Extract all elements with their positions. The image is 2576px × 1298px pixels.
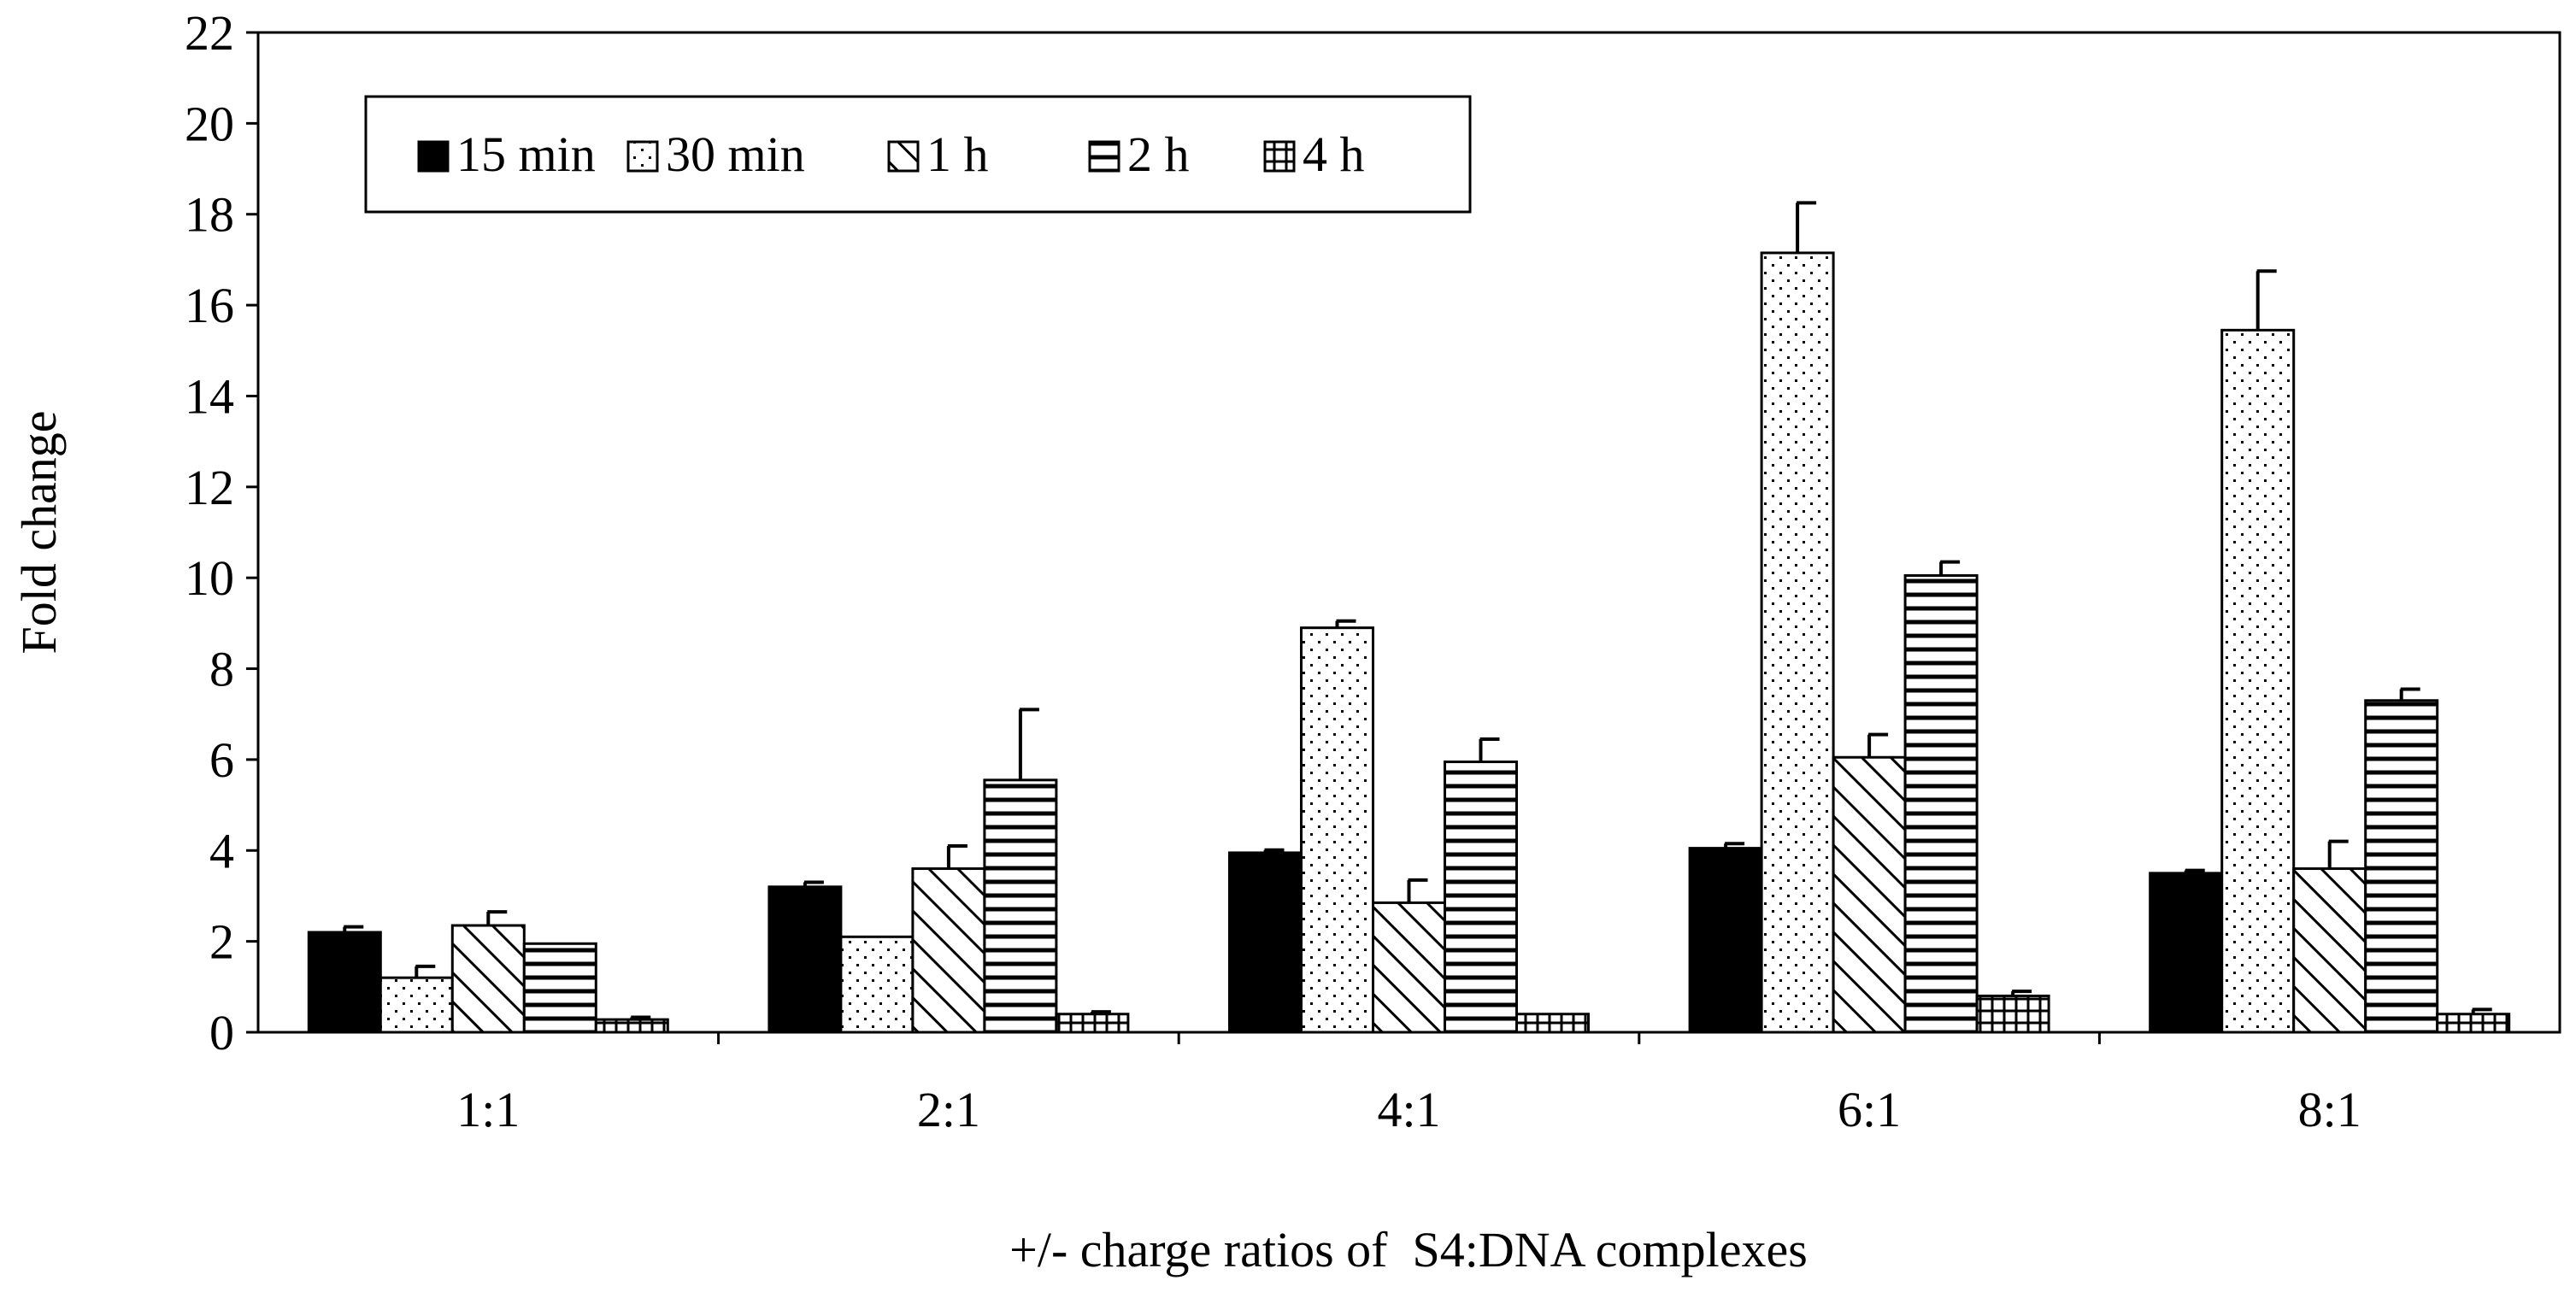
legend-label: 15 min bbox=[456, 126, 596, 182]
legend-label: 4 h bbox=[1303, 126, 1365, 182]
legend: 15 min 30 min 1 h 2 h 4 h bbox=[364, 95, 1472, 214]
bar-2-h-4:1 bbox=[1444, 761, 1518, 1034]
bar-4-h-8:1 bbox=[2436, 1013, 2511, 1034]
legend-label: 2 h bbox=[1127, 126, 1190, 182]
x-tick-label: 6:1 bbox=[1838, 1082, 1901, 1137]
x-tick-label: 4:1 bbox=[1377, 1082, 1440, 1137]
legend-swatch bbox=[887, 140, 920, 173]
y-axis: 0 2 4 6 8 10 12 14 16 18 20 22 bbox=[185, 5, 258, 1060]
bar-15-min-4:1 bbox=[1228, 851, 1303, 1034]
x-axis-title: +/- charge ratios of S4:DNA complexes bbox=[1009, 1222, 1808, 1277]
y-tick-label: 6 bbox=[209, 732, 234, 788]
bar-1-h-8:1 bbox=[2292, 867, 2367, 1034]
legend-swatch bbox=[626, 140, 659, 173]
x-tick-label: 8:1 bbox=[2298, 1082, 2361, 1137]
bar-4-h-4:1 bbox=[1515, 1013, 1590, 1034]
y-tick-label: 4 bbox=[209, 823, 234, 878]
y-tick-label: 12 bbox=[185, 460, 234, 515]
y-tick-label: 16 bbox=[185, 278, 234, 333]
bar-30-min-1:1 bbox=[379, 976, 454, 1034]
y-tick-label: 2 bbox=[209, 914, 234, 970]
bar-2-h-8:1 bbox=[2364, 699, 2439, 1034]
bar-4-h-6:1 bbox=[1975, 994, 2050, 1034]
y-tick-label: 14 bbox=[185, 368, 234, 424]
y-tick-label: 20 bbox=[185, 96, 234, 151]
legend-swatch bbox=[1263, 140, 1296, 173]
bar-1-h-6:1 bbox=[1832, 755, 1907, 1034]
bar-2-h-6:1 bbox=[1903, 574, 1979, 1034]
bar-30-min-4:1 bbox=[1300, 626, 1374, 1034]
bar-15-min-1:1 bbox=[307, 931, 382, 1034]
y-tick-label: 22 bbox=[185, 5, 234, 61]
bar-30-min-8:1 bbox=[2220, 328, 2296, 1034]
bar-2-h-2:1 bbox=[983, 778, 1058, 1034]
bar-2-h-1:1 bbox=[522, 942, 597, 1034]
y-tick-label: 18 bbox=[185, 187, 234, 243]
x-axis: 1:1 2:1 4:1 6:1 8:1 bbox=[456, 1032, 2361, 1137]
bar-30-min-2:1 bbox=[839, 935, 915, 1034]
bar-15-min-6:1 bbox=[1688, 847, 1763, 1034]
bar-15-min-8:1 bbox=[2149, 872, 2224, 1034]
error-bars bbox=[343, 201, 2492, 1020]
bar-1-h-1:1 bbox=[450, 924, 526, 1034]
bar-30-min-6:1 bbox=[1760, 251, 1835, 1034]
legend-swatch bbox=[1088, 140, 1120, 173]
legend-label: 30 min bbox=[666, 126, 805, 182]
x-tick-label: 2:1 bbox=[917, 1082, 980, 1137]
y-tick-label: 8 bbox=[209, 642, 234, 697]
bar-4-h-2:1 bbox=[1055, 1013, 1130, 1034]
bar-1-h-2:1 bbox=[911, 867, 986, 1034]
bar-4-h-1:1 bbox=[594, 1018, 669, 1034]
x-tick-label: 1:1 bbox=[456, 1082, 520, 1137]
y-tick-label: 10 bbox=[185, 550, 234, 606]
bar-15-min-2:1 bbox=[768, 885, 843, 1034]
legend-label: 1 h bbox=[926, 126, 989, 182]
bars bbox=[307, 251, 2511, 1034]
legend-swatch bbox=[417, 140, 450, 173]
y-axis-title: Fold change bbox=[11, 410, 67, 654]
y-tick-label: 0 bbox=[209, 1005, 234, 1060]
bar-1-h-4:1 bbox=[1372, 901, 1446, 1034]
